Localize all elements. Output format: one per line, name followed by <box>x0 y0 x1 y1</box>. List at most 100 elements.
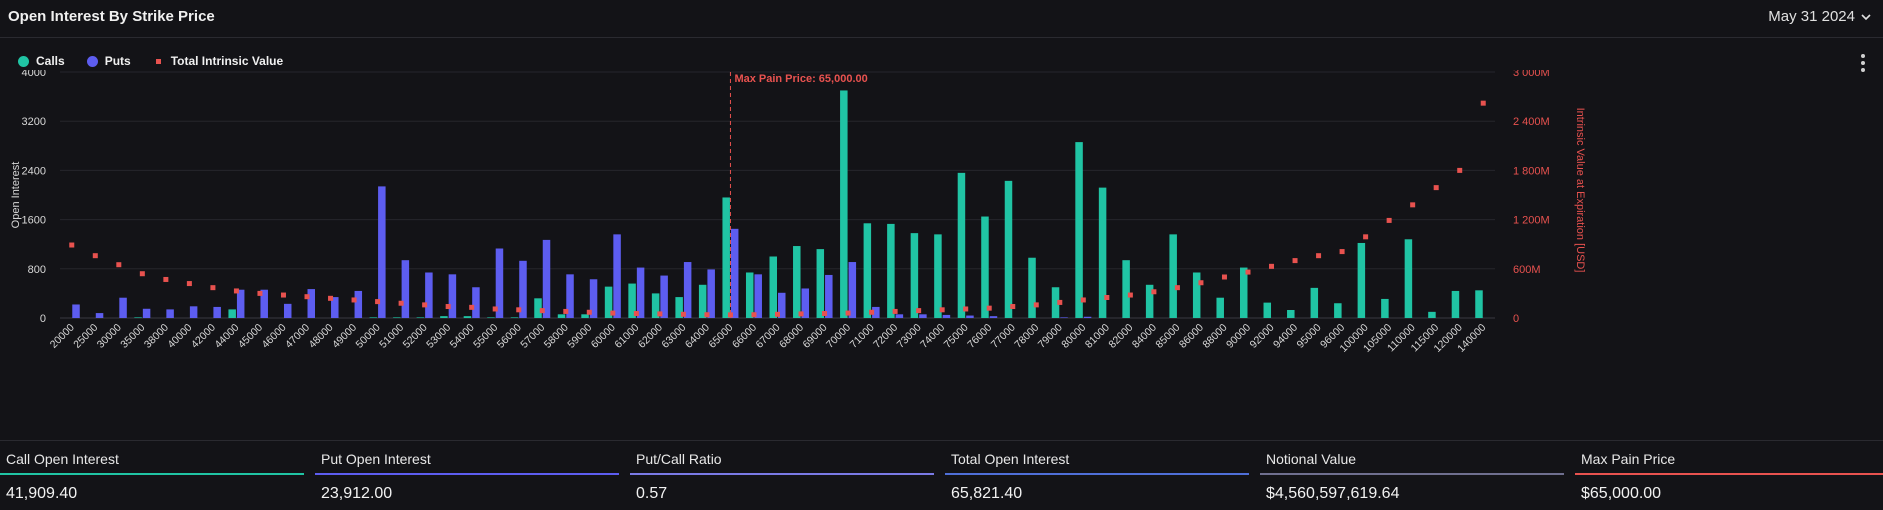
put-bar[interactable] <box>566 274 574 318</box>
put-bar[interactable] <box>966 315 974 318</box>
intrinsic-value-point[interactable] <box>822 310 828 316</box>
put-bar[interactable] <box>283 303 292 318</box>
call-bar[interactable] <box>369 317 378 318</box>
intrinsic-value-point[interactable] <box>1080 297 1086 303</box>
call-bar[interactable] <box>769 256 778 319</box>
intrinsic-value-point[interactable] <box>680 311 686 317</box>
put-bar[interactable] <box>919 314 927 318</box>
intrinsic-value-point[interactable] <box>939 307 945 313</box>
intrinsic-value-point[interactable] <box>257 290 263 296</box>
put-bar[interactable] <box>542 239 551 318</box>
call-bar[interactable] <box>1028 257 1036 318</box>
call-bar[interactable] <box>1451 290 1460 318</box>
intrinsic-value-point[interactable] <box>1386 217 1392 223</box>
call-bar[interactable] <box>651 293 660 318</box>
put-bar[interactable] <box>589 279 598 318</box>
put-bar[interactable] <box>989 316 998 318</box>
intrinsic-value-point[interactable] <box>563 308 569 314</box>
call-bar[interactable] <box>1334 303 1342 318</box>
call-bar[interactable] <box>1192 272 1201 318</box>
put-bar[interactable] <box>636 267 645 318</box>
call-bar[interactable] <box>957 172 966 318</box>
call-bar[interactable] <box>557 314 566 318</box>
intrinsic-value-point[interactable] <box>1174 285 1180 291</box>
put-bar[interactable] <box>495 248 504 318</box>
put-bar[interactable] <box>1060 317 1068 318</box>
call-bar[interactable] <box>510 317 519 318</box>
intrinsic-value-point[interactable] <box>422 302 428 308</box>
intrinsic-value-point[interactable] <box>492 306 498 312</box>
intrinsic-value-point[interactable] <box>92 253 98 259</box>
put-bar[interactable] <box>613 234 621 318</box>
call-bar[interactable] <box>1051 287 1060 318</box>
intrinsic-value-point[interactable] <box>116 262 122 268</box>
intrinsic-value-point[interactable] <box>845 310 851 316</box>
intrinsic-value-point[interactable] <box>610 310 616 316</box>
put-bar[interactable] <box>166 309 174 318</box>
intrinsic-value-point[interactable] <box>1033 302 1039 308</box>
intrinsic-value-point[interactable] <box>986 305 992 311</box>
call-bar[interactable] <box>887 223 895 318</box>
intrinsic-value-point[interactable] <box>1198 280 1204 286</box>
intrinsic-value-point[interactable] <box>586 309 592 315</box>
intrinsic-value-point[interactable] <box>469 304 475 310</box>
intrinsic-value-point[interactable] <box>1245 269 1251 275</box>
intrinsic-value-point[interactable] <box>1433 185 1439 191</box>
call-bar[interactable] <box>1287 310 1295 318</box>
intrinsic-value-point[interactable] <box>1057 299 1063 305</box>
call-bar[interactable] <box>1428 311 1436 318</box>
put-bar[interactable] <box>778 292 786 318</box>
call-bar[interactable] <box>440 316 448 318</box>
call-bar[interactable] <box>463 316 472 318</box>
put-bar[interactable] <box>1083 316 1092 318</box>
call-bar[interactable] <box>698 284 707 318</box>
call-bar[interactable] <box>910 233 919 318</box>
intrinsic-value-point[interactable] <box>727 312 733 318</box>
put-bar[interactable] <box>236 289 245 318</box>
call-bar[interactable] <box>487 317 495 318</box>
put-bar[interactable] <box>189 306 198 318</box>
intrinsic-value-point[interactable] <box>186 281 192 287</box>
call-bar[interactable] <box>934 234 942 318</box>
call-bar[interactable] <box>1381 298 1389 318</box>
intrinsic-value-point[interactable] <box>1221 274 1227 280</box>
call-bar[interactable] <box>393 317 401 318</box>
intrinsic-value-point[interactable] <box>69 242 75 248</box>
call-bar[interactable] <box>416 317 425 318</box>
intrinsic-value-point[interactable] <box>516 307 522 313</box>
intrinsic-value-point[interactable] <box>1151 289 1157 295</box>
call-bar[interactable] <box>1004 180 1013 318</box>
expiry-date-select[interactable]: May 31 2024 <box>1768 8 1871 25</box>
put-bar[interactable] <box>519 260 527 318</box>
intrinsic-value-point[interactable] <box>139 271 145 277</box>
intrinsic-value-point[interactable] <box>798 311 804 317</box>
put-bar[interactable] <box>660 275 668 318</box>
put-bar[interactable] <box>448 274 457 318</box>
call-bar[interactable] <box>722 197 730 318</box>
call-bar[interactable] <box>604 286 613 318</box>
call-bar[interactable] <box>840 90 848 318</box>
put-bar[interactable] <box>801 288 810 318</box>
call-bar[interactable] <box>1122 260 1130 318</box>
intrinsic-value-point[interactable] <box>1127 292 1133 298</box>
put-bar[interactable] <box>401 260 410 318</box>
intrinsic-value-point[interactable] <box>539 308 545 314</box>
put-bar[interactable] <box>213 306 221 318</box>
call-bar[interactable] <box>863 223 872 318</box>
put-bar[interactable] <box>730 228 739 318</box>
put-bar[interactable] <box>260 289 268 318</box>
legend-item-puts[interactable]: Puts <box>86 54 131 68</box>
call-bar[interactable] <box>1145 284 1154 318</box>
call-bar[interactable] <box>1263 302 1272 318</box>
call-bar[interactable] <box>675 297 683 318</box>
put-bar[interactable] <box>754 274 762 318</box>
call-bar[interactable] <box>1169 234 1177 318</box>
intrinsic-value-point[interactable] <box>280 292 286 298</box>
intrinsic-value-point[interactable] <box>210 285 216 291</box>
put-bar[interactable] <box>707 269 715 318</box>
put-bar[interactable] <box>307 289 316 318</box>
put-bar[interactable] <box>683 262 692 318</box>
intrinsic-value-point[interactable] <box>1010 304 1016 310</box>
intrinsic-value-point[interactable] <box>916 308 922 314</box>
legend-item-intrinsic[interactable]: Total Intrinsic Value <box>153 54 283 68</box>
